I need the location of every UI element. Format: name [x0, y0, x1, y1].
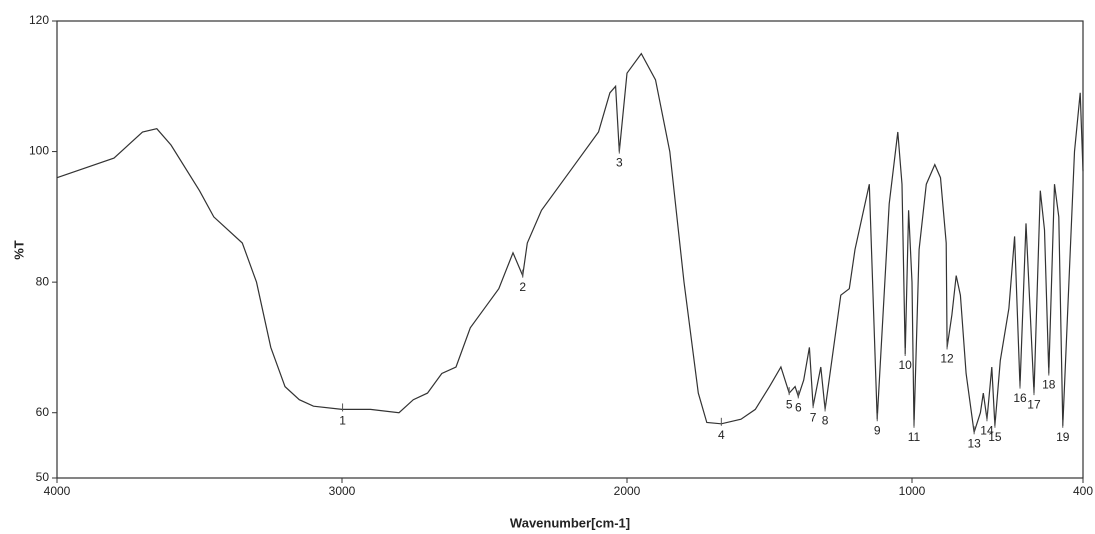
x-tick-label: 4000 [44, 484, 71, 498]
spectrum-line [56, 52, 1084, 433]
x-tick-label: 3000 [329, 484, 356, 498]
y-tick-label: 50 [36, 470, 50, 484]
peak-label: 7 [810, 410, 817, 424]
peak-label: 15 [988, 430, 1002, 444]
y-tick-label: 120 [29, 13, 49, 27]
peak-label: 6 [795, 401, 802, 415]
peak-label: 3 [616, 156, 623, 170]
peak-label: 19 [1056, 430, 1070, 444]
peak-label: 2 [519, 280, 526, 294]
peak-label: 9 [874, 423, 881, 437]
peak-label: 13 [967, 436, 981, 450]
peak-label: 11 [908, 430, 921, 444]
peak-label: 12 [940, 352, 954, 366]
peak-label: 4 [718, 428, 725, 442]
peak-label: 10 [898, 358, 912, 372]
y-tick-label: 100 [29, 144, 49, 158]
x-tick-label: 400 [1073, 484, 1093, 498]
peak-label: 1 [339, 414, 346, 428]
peak-label: 16 [1013, 391, 1027, 405]
peak-label: 18 [1042, 378, 1056, 392]
y-tick-label: 80 [36, 274, 50, 288]
x-tick-label: 2000 [614, 484, 641, 498]
plot-frame [56, 20, 1084, 479]
y-axis-title: %T [11, 240, 26, 260]
peak-label: 5 [786, 397, 793, 411]
peak-label: 17 [1027, 397, 1041, 411]
y-tick-label: 60 [36, 405, 50, 419]
peak-label: 8 [822, 414, 829, 428]
x-axis-title: Wavenumber[cm-1] [510, 515, 630, 530]
x-tick-label: 1000 [899, 484, 926, 498]
peak-label: 14 [980, 423, 994, 437]
